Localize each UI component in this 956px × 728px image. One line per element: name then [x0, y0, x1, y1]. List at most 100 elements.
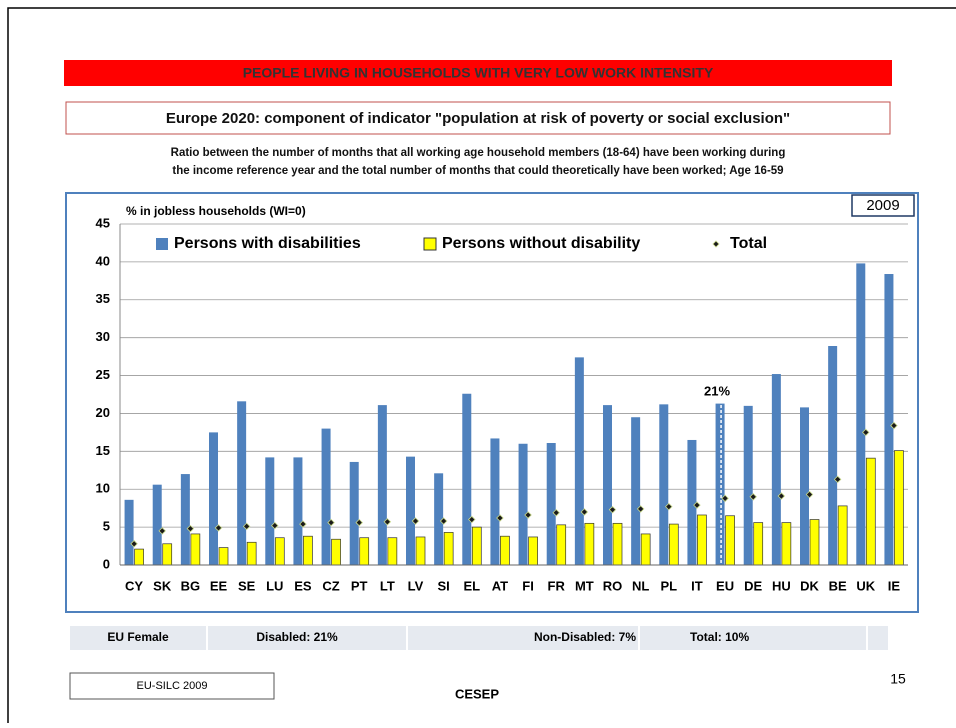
- total-marker: [214, 524, 223, 532]
- bar: [377, 405, 387, 565]
- bar: [303, 535, 313, 566]
- legend-marker: [712, 240, 720, 248]
- x-tick-label: EU: [716, 578, 734, 593]
- bar: [415, 536, 426, 566]
- y-axis-label: % in jobless households (WI=0): [126, 204, 306, 218]
- bar: [697, 514, 707, 566]
- x-tick-label: SI: [437, 578, 449, 593]
- x-tick-label: CZ: [322, 578, 339, 593]
- x-tick-label: SK: [153, 578, 172, 593]
- bar: [612, 522, 623, 566]
- y-tick-label: 35: [96, 291, 110, 306]
- bar: [462, 393, 472, 565]
- bar: [574, 357, 584, 565]
- bar: [359, 537, 370, 566]
- bar: [265, 457, 275, 565]
- bar: [753, 522, 764, 566]
- bar: [809, 519, 820, 566]
- bar: [518, 443, 528, 565]
- legend-swatch: [423, 237, 437, 251]
- x-tick-label: RO: [603, 578, 623, 593]
- total-marker: [608, 505, 617, 514]
- slide-frame: [7, 7, 956, 728]
- description: Ratio between the number of months that …: [171, 147, 786, 159]
- total-marker: [890, 421, 898, 430]
- bar: [528, 536, 538, 566]
- bar: [546, 442, 556, 565]
- y-tick-label: 40: [96, 253, 110, 268]
- x-tick-label: PL: [660, 578, 677, 593]
- bar: [218, 547, 229, 566]
- bar: [715, 403, 725, 565]
- total-marker: [439, 517, 448, 525]
- bar: [293, 457, 303, 565]
- bar: [471, 526, 482, 566]
- total-marker: [552, 508, 560, 517]
- x-tick-label: PT: [351, 578, 368, 593]
- bar: [246, 541, 257, 566]
- total-marker: [636, 505, 645, 513]
- bar: [443, 532, 454, 566]
- plot: 0 5 10 15 20 25 30 35 40 45 CY SK BG EE SE LU ES CZ PT LT LV…: [96, 215, 908, 593]
- heading: Europe 2020: component of indicator "pop…: [166, 110, 790, 127]
- total-marker: [665, 502, 673, 511]
- bar: [331, 538, 341, 566]
- bar: [387, 537, 398, 566]
- total-marker: [130, 540, 138, 548]
- y-tick-label: 20: [96, 405, 110, 420]
- x-tick-label: MT: [575, 578, 594, 593]
- bar: [884, 274, 894, 565]
- y-tick-label: 25: [96, 367, 110, 382]
- total-marker: [242, 522, 251, 531]
- year-box: [851, 194, 915, 217]
- x-tick-label: IE: [888, 578, 901, 593]
- bar: [209, 432, 218, 565]
- bar: [631, 417, 641, 565]
- x-tick-label: LT: [380, 578, 395, 593]
- organisation: CESEP: [455, 686, 499, 701]
- bar: [828, 346, 838, 565]
- bar: [190, 533, 201, 566]
- x-tick-label: HU: [772, 578, 791, 593]
- bar: [687, 439, 697, 565]
- page-number: 15: [890, 671, 906, 687]
- total-marker: [271, 521, 279, 530]
- total-marker: [411, 517, 420, 525]
- bar: [837, 505, 848, 566]
- legend-label: Persons with disabilities: [174, 235, 361, 252]
- bar: [134, 548, 144, 566]
- total-marker: [383, 518, 392, 526]
- total-marker: [299, 520, 307, 528]
- x-tick-label: NL: [632, 578, 649, 593]
- total-marker: [862, 428, 870, 437]
- bar: [743, 405, 753, 565]
- summary-text: EU Female: [107, 630, 169, 644]
- banner-bg: [64, 60, 892, 86]
- bar: [406, 456, 415, 565]
- summary-cell: [208, 626, 406, 650]
- x-tick-label: LV: [408, 578, 424, 593]
- bar: [124, 499, 134, 565]
- bar: [556, 524, 567, 566]
- bar: [237, 401, 247, 565]
- banner: PEOPLE LIVING IN HOUSEHOLDS WITH VERY LO…: [243, 65, 714, 81]
- bar: [152, 484, 162, 565]
- bar: [856, 263, 866, 565]
- total-marker: [580, 508, 589, 516]
- bar: [500, 535, 510, 566]
- total-marker: [749, 493, 757, 501]
- source-box: [69, 672, 275, 700]
- bar: [800, 407, 809, 565]
- bar: [321, 428, 331, 565]
- bar: [668, 523, 679, 566]
- bar: [894, 450, 904, 566]
- x-tick-label: AT: [492, 578, 508, 593]
- total-marker: [721, 494, 729, 503]
- y-tick-label: 45: [96, 215, 110, 230]
- total-marker: [158, 527, 166, 535]
- bar: [771, 374, 781, 565]
- heading-box: [65, 101, 891, 135]
- summary-cell: [640, 626, 866, 650]
- bar: [640, 533, 651, 566]
- summary-cell: [70, 626, 206, 650]
